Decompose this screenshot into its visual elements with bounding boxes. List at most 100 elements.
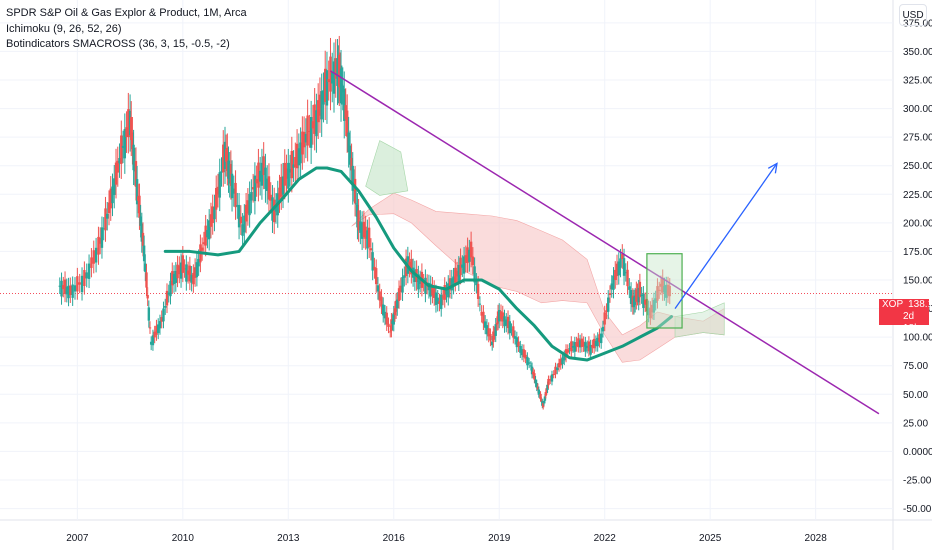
candle-body [306, 115, 309, 146]
y-tick-label: 100.00 [903, 333, 932, 344]
candle-body [297, 148, 301, 166]
candle-body [135, 179, 139, 205]
candle-body [243, 215, 246, 233]
candle-body [113, 178, 116, 195]
y-tick-label: -25.00 [903, 476, 932, 487]
candle-body [510, 329, 513, 331]
candle-body [369, 248, 373, 251]
candle-body [226, 147, 229, 171]
candle-body [448, 278, 452, 291]
candle-body [380, 296, 383, 307]
candle-body [513, 336, 517, 339]
candle-body [295, 143, 299, 169]
candle-body [244, 204, 248, 222]
candle-body [468, 249, 471, 262]
candle-body [193, 267, 197, 278]
candle-body [322, 90, 325, 105]
candle-body [253, 175, 257, 202]
candle-body [652, 300, 656, 313]
candle-body [357, 210, 360, 231]
candle-body [334, 58, 337, 79]
candle-body [200, 247, 204, 251]
legend-title[interactable]: SPDR S&P Oil & Gas Explor & Product, 1M,… [6, 7, 247, 19]
y-tick-label: 225.00 [903, 190, 932, 201]
x-tick-label: 2010 [172, 533, 195, 544]
candle-body [183, 268, 186, 270]
candle-body [142, 245, 146, 262]
candle-body [309, 117, 313, 148]
candle-body [643, 299, 647, 305]
candle-body [125, 127, 128, 138]
candle-body [408, 261, 411, 269]
candle-body [610, 283, 613, 290]
candle-body [601, 326, 605, 332]
candle-body [76, 276, 79, 292]
trendline [330, 70, 880, 415]
candle-body [332, 61, 336, 94]
candle-body [69, 285, 72, 295]
candle-body [557, 362, 561, 368]
candle-body [617, 261, 620, 276]
candle-body [78, 282, 81, 285]
candle-body [151, 335, 155, 346]
candle-body [280, 176, 283, 197]
candle-body [573, 342, 577, 352]
candle-body [476, 283, 480, 299]
candle-body [344, 105, 347, 120]
candle-body [654, 298, 657, 303]
legend: SPDR S&P Oil & Gas Explor & Product, 1M,… [6, 6, 247, 53]
candle-body [192, 272, 195, 285]
candle-body [665, 284, 668, 298]
candle-body [325, 70, 329, 106]
candle-body [273, 199, 276, 223]
candle-body [619, 258, 622, 268]
candle-body [207, 220, 211, 240]
candle-body [287, 162, 290, 189]
candle-body [248, 193, 251, 216]
candle-body [258, 170, 262, 182]
candle-body [598, 334, 601, 342]
legend-ichimoku[interactable]: Ichimoku (9, 26, 52, 26) [6, 22, 122, 35]
candle-body [157, 324, 160, 333]
candle-body [585, 345, 589, 349]
candle-body [329, 56, 332, 92]
candle-body [362, 221, 366, 238]
candle-body [292, 164, 295, 168]
candle-body [401, 277, 404, 293]
candle-body [457, 265, 461, 282]
candle-body [250, 192, 253, 201]
projection-arrow-line [674, 163, 778, 309]
candle-body [107, 202, 111, 214]
candle-body [629, 289, 633, 305]
last-price-tag: XOP 138.13 2d 18h [879, 299, 932, 334]
candle-body [517, 341, 520, 347]
candle-body [413, 269, 417, 283]
candle-body [532, 371, 535, 375]
y-tick-label: 75.00 [903, 361, 928, 372]
candle-body [512, 326, 515, 338]
price-tag-symbol: XOP [879, 299, 907, 311]
candle-body [505, 319, 508, 326]
candle-body [149, 341, 153, 345]
candle-body [308, 130, 311, 132]
candle-body [348, 145, 352, 165]
candle-body [459, 257, 462, 276]
candle-body [269, 194, 272, 201]
candle-body [376, 285, 380, 292]
candle-body [539, 393, 542, 400]
candle-body [485, 325, 489, 335]
candle-body [204, 225, 207, 246]
candle-body [571, 346, 575, 348]
candle-body [97, 236, 100, 255]
candle-body [447, 283, 450, 298]
candle-body [487, 328, 490, 337]
candle-body [176, 264, 179, 279]
currency-button[interactable]: USD [899, 4, 927, 26]
candle-body [267, 176, 271, 200]
candle-body [549, 379, 552, 381]
candle-body [121, 145, 125, 148]
candle-body [589, 344, 592, 355]
legend-smacross[interactable]: Botindicators SMACROSS (36, 3, 15, -0.5,… [6, 38, 230, 50]
